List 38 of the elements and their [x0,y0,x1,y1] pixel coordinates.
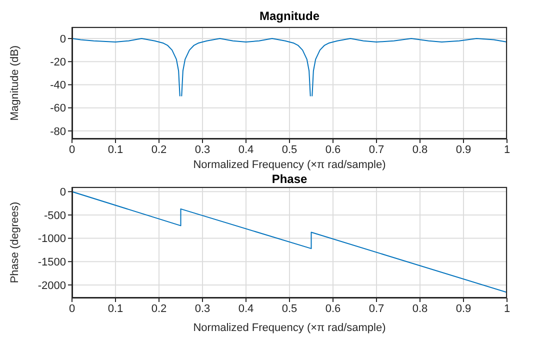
y-tick-label: -1500 [38,256,66,269]
x-axis-title: Normalized Frequency (×π rad/sample) [193,159,386,171]
y-tick-label: -20 [50,56,66,69]
y-tick-label: -500 [44,210,66,222]
x-tick-label: 0.6 [325,302,341,315]
x-tick-label: 0.3 [194,302,210,315]
x-tick-label: 0.4 [238,302,254,315]
x-tick-label: 0 [68,302,76,315]
x-tick-label: 0 [68,144,76,156]
y-tick-label: 0 [60,33,66,46]
x-tick-label: 0.1 [108,144,124,156]
y-tick-label: -40 [50,80,66,92]
x-tick-label: 0.4 [238,144,254,156]
y-tick-label: -80 [50,126,66,138]
x-tick-label: 0.5 [282,302,298,315]
x-tick-label: 0.9 [456,144,472,156]
y-tick-label: -60 [50,102,66,115]
x-tick-label: 0.8 [412,144,428,156]
x-tick-label: 1 [504,302,510,315]
x-tick-label: 0.6 [325,144,341,156]
x-tick-label: 0.2 [151,144,167,156]
x-tick-label: 0.5 [282,144,298,156]
y-tick-label: -1000 [38,233,66,246]
x-tick-label: 0.1 [108,302,124,315]
x-tick-label: 0.7 [368,302,384,315]
x-tick-label: 0.2 [151,302,167,315]
chart-title: Magnitude [258,9,320,23]
y-axis-title: Phase (degrees) [8,202,21,284]
y-axis-title: Magnitude (dB) [8,45,21,121]
x-tick-label: 1 [504,144,510,156]
x-tick-label: 0.7 [368,144,384,156]
x-tick-label: 0.9 [456,302,472,315]
y-tick-label: 0 [60,186,66,199]
chart-title: Phase [270,172,308,186]
x-tick-label: 0.8 [412,302,428,315]
x-axis-title: Normalized Frequency (×π rad/sample) [193,322,386,334]
x-tick-label: 0.3 [194,144,210,156]
y-tick-label: -2000 [38,280,66,292]
